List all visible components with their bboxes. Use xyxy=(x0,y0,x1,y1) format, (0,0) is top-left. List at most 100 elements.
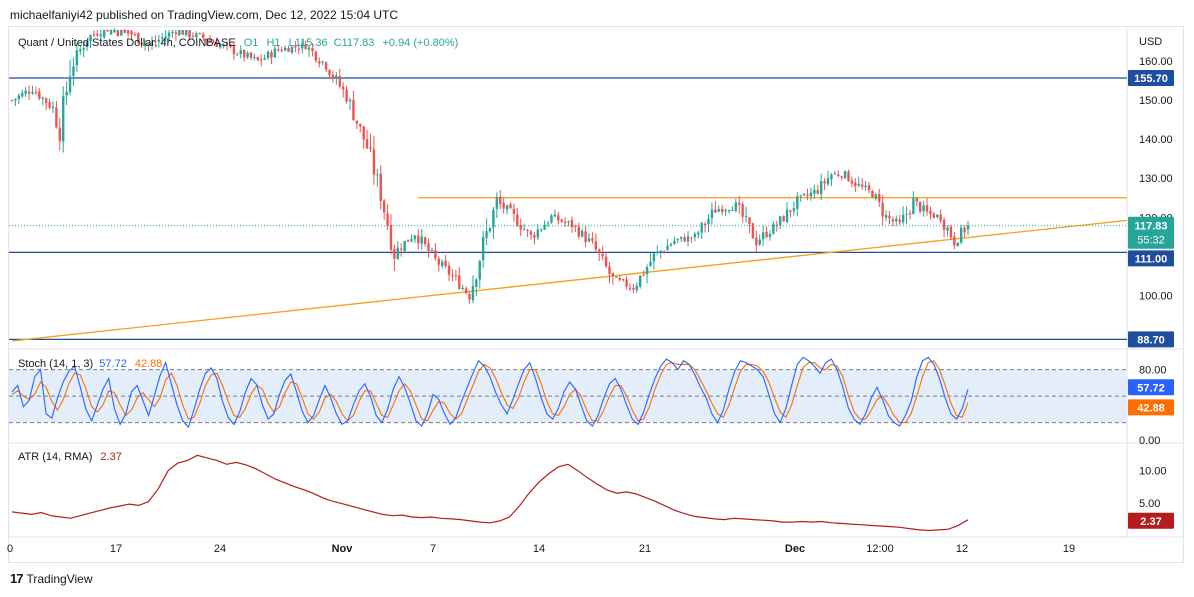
candle-body xyxy=(355,120,359,124)
stoch-d-tag: 42.88 xyxy=(1137,402,1165,414)
candle-body xyxy=(256,57,260,61)
candle-body xyxy=(21,92,24,97)
candle-body xyxy=(857,183,860,186)
candle-body xyxy=(451,275,454,277)
candle-body xyxy=(615,276,618,278)
candle-body xyxy=(700,222,703,233)
candle-body xyxy=(833,173,837,175)
candle-body xyxy=(239,50,242,55)
candle-body xyxy=(283,47,287,51)
candle-body xyxy=(499,196,502,204)
candle-body xyxy=(799,195,802,197)
candle-body xyxy=(38,91,41,99)
candle-body xyxy=(840,176,843,178)
candle-body xyxy=(31,92,34,94)
candle-body xyxy=(430,249,434,251)
candle-body xyxy=(594,241,598,250)
candle-body xyxy=(560,219,563,222)
candle-body xyxy=(591,238,594,241)
candle-body xyxy=(126,30,130,34)
candle-body xyxy=(301,43,304,49)
price-axis-tick: 140.00 xyxy=(1139,134,1173,146)
candle-body xyxy=(642,274,645,276)
candle-body xyxy=(372,149,376,175)
candle-body xyxy=(519,225,522,230)
atr-legend-value: 2.37 xyxy=(100,451,121,463)
candle-body xyxy=(628,287,632,289)
candle-body xyxy=(437,258,440,265)
candle-body xyxy=(625,279,628,287)
candle-body xyxy=(205,39,208,41)
candle-body xyxy=(598,249,601,254)
candle-body xyxy=(331,74,335,79)
candle-body xyxy=(929,210,932,214)
candle-body xyxy=(406,239,410,242)
level-label-88-bg xyxy=(1128,331,1174,348)
candle-body xyxy=(584,231,587,242)
stoch-legend-d: 42.88 xyxy=(135,358,163,370)
candle-body xyxy=(82,48,85,50)
candle-body xyxy=(847,171,850,182)
price-axis-tick: 160.00 xyxy=(1139,56,1173,68)
level-label-155-bg xyxy=(1128,69,1174,86)
candle-body xyxy=(792,208,796,212)
candle-body xyxy=(724,209,727,211)
candle-body xyxy=(850,180,854,184)
candle-body xyxy=(618,278,621,280)
candle-body xyxy=(14,98,17,101)
candle-body xyxy=(570,220,574,227)
candle-body xyxy=(287,47,290,52)
candle-body xyxy=(495,197,499,209)
candle-body xyxy=(72,66,75,76)
candle-body xyxy=(802,193,806,195)
candle-body xyxy=(236,54,239,56)
price-legend-change: +0.94 (+0.80%) xyxy=(382,37,458,49)
candle-body xyxy=(273,48,277,58)
candle-body xyxy=(956,242,959,247)
candle-body xyxy=(208,40,212,42)
candle-body xyxy=(905,213,908,215)
candle-body xyxy=(232,46,236,55)
candle-body xyxy=(874,194,878,199)
candle-body xyxy=(24,90,27,94)
candle-body xyxy=(942,220,946,230)
candle-body xyxy=(502,202,505,209)
candle-body xyxy=(157,39,161,42)
candle-body xyxy=(481,237,485,261)
candle-body xyxy=(393,248,396,259)
candle-body xyxy=(567,221,570,223)
stoch-axis-tick: 0.00 xyxy=(1139,435,1160,447)
candle-body xyxy=(748,217,751,225)
tradingview-footer: 17 TradingView xyxy=(10,571,93,586)
candle-body xyxy=(765,231,768,238)
candle-body xyxy=(471,286,475,301)
candle-body xyxy=(345,89,348,102)
candle-body xyxy=(297,48,300,50)
candle-body xyxy=(710,209,714,218)
candle-body xyxy=(420,236,423,244)
candle-body xyxy=(311,48,314,52)
time-axis-tick: 7 xyxy=(430,543,436,555)
candle-body xyxy=(116,30,120,37)
candle-body xyxy=(137,33,140,43)
candle-body xyxy=(939,214,942,221)
candle-body xyxy=(68,76,72,93)
candle-body xyxy=(321,61,324,63)
candle-body xyxy=(574,225,577,227)
candle-body xyxy=(854,182,857,187)
candle-body xyxy=(120,30,123,36)
time-axis-tick: 12 xyxy=(956,543,968,555)
candle-body xyxy=(680,236,683,239)
candle-body xyxy=(751,223,755,239)
candle-body xyxy=(96,33,99,36)
candle-body xyxy=(413,235,417,240)
candle-body xyxy=(843,171,847,179)
candle-body xyxy=(860,184,864,187)
candle-body xyxy=(611,272,615,277)
candle-body xyxy=(758,239,761,245)
candle-body xyxy=(143,43,147,45)
candle-body xyxy=(365,139,369,149)
price-legend-symbol: Quant / United States Dollar, 4h, COINBA… xyxy=(18,37,236,49)
candle-body xyxy=(253,56,256,58)
stoch-legend-k: 57.72 xyxy=(99,358,127,370)
